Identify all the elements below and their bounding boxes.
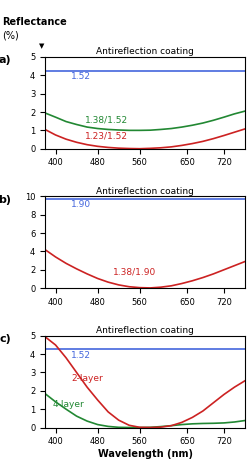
Title: Antireflection coating: Antireflection coating	[96, 326, 194, 335]
Text: 1.38/1.52: 1.38/1.52	[84, 115, 128, 124]
Text: 1.38/1.90: 1.38/1.90	[114, 267, 157, 276]
Text: b): b)	[0, 195, 11, 205]
Text: Reflectance: Reflectance	[2, 17, 67, 27]
Text: 1.90: 1.90	[71, 200, 92, 209]
Text: (%): (%)	[2, 31, 19, 41]
Text: 1.52: 1.52	[71, 72, 91, 81]
Text: 1.52: 1.52	[71, 351, 91, 360]
Text: ▼: ▼	[39, 43, 44, 49]
Text: c): c)	[0, 334, 11, 344]
Text: 2-layer: 2-layer	[71, 374, 103, 383]
Text: 1.23/1.52: 1.23/1.52	[84, 131, 128, 140]
Text: a): a)	[0, 55, 11, 65]
X-axis label: Wavelength (nm): Wavelength (nm)	[98, 449, 192, 459]
Title: Antireflection coating: Antireflection coating	[96, 47, 194, 56]
Title: Antireflection coating: Antireflection coating	[96, 187, 194, 196]
Text: 4-layer: 4-layer	[53, 400, 85, 409]
